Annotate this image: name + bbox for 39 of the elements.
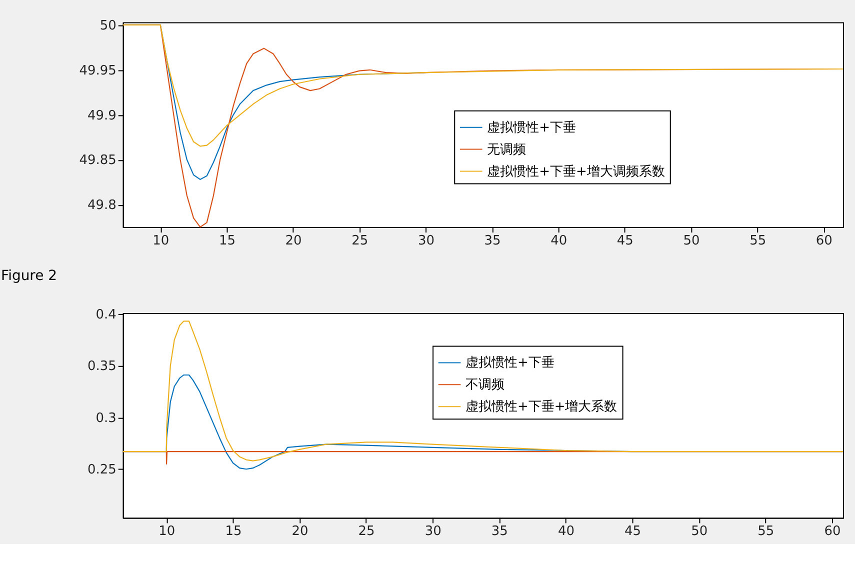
y-tick-label: 49.8 xyxy=(87,198,116,214)
x-tick-label: 55 xyxy=(758,524,774,540)
x-tick-label: 40 xyxy=(550,234,568,249)
y-tick-label: 0.25 xyxy=(87,462,116,478)
x-tick-label: 10 xyxy=(152,234,170,249)
x-tick-label: 50 xyxy=(683,234,700,249)
line-series xyxy=(122,320,844,462)
x-tick-label: 20 xyxy=(292,524,308,540)
x-tick-label: 60 xyxy=(816,234,832,249)
x-tick-label: 25 xyxy=(352,234,368,249)
legend-label: 虚拟惯性+下垂+增大调频系数 xyxy=(487,164,665,180)
y-tick-label: 49.95 xyxy=(79,63,116,78)
legend-label: 虚拟惯性+下垂 xyxy=(465,356,554,371)
x-tick-label: 15 xyxy=(225,524,242,540)
y-tick-label: 0.35 xyxy=(87,359,116,374)
y-tick-label: 0.3 xyxy=(96,410,116,426)
x-tick-label: 45 xyxy=(616,234,634,249)
x-tick-label: 35 xyxy=(491,524,508,540)
y-tick-label: 49.9 xyxy=(87,108,116,124)
legend-label: 无调频 xyxy=(487,142,526,158)
x-tick-label: 25 xyxy=(358,524,375,540)
x-tick-label: 50 xyxy=(691,524,708,540)
x-tick-label: 45 xyxy=(624,524,642,540)
x-tick-label: 30 xyxy=(418,234,434,249)
x-tick-label: 60 xyxy=(824,524,841,540)
chart-title: Figure 2 xyxy=(1,268,58,284)
legend-label: 不调频 xyxy=(465,378,504,393)
x-tick-label: 40 xyxy=(558,524,574,540)
x-tick-label: 20 xyxy=(285,234,302,249)
x-tick-label: 30 xyxy=(424,524,442,540)
x-tick-label: 15 xyxy=(218,234,236,249)
legend-label: 虚拟惯性+下垂 xyxy=(487,120,576,136)
y-tick-label: 50 xyxy=(100,18,116,34)
x-tick-label: 10 xyxy=(158,524,176,540)
x-tick-label: 55 xyxy=(750,234,766,249)
legend-label: 虚拟惯性+下垂+增大系数 xyxy=(465,400,618,415)
y-tick-label: 0.4 xyxy=(96,307,116,322)
x-tick-label: 35 xyxy=(484,234,501,249)
y-tick-label: 49.85 xyxy=(79,153,116,168)
